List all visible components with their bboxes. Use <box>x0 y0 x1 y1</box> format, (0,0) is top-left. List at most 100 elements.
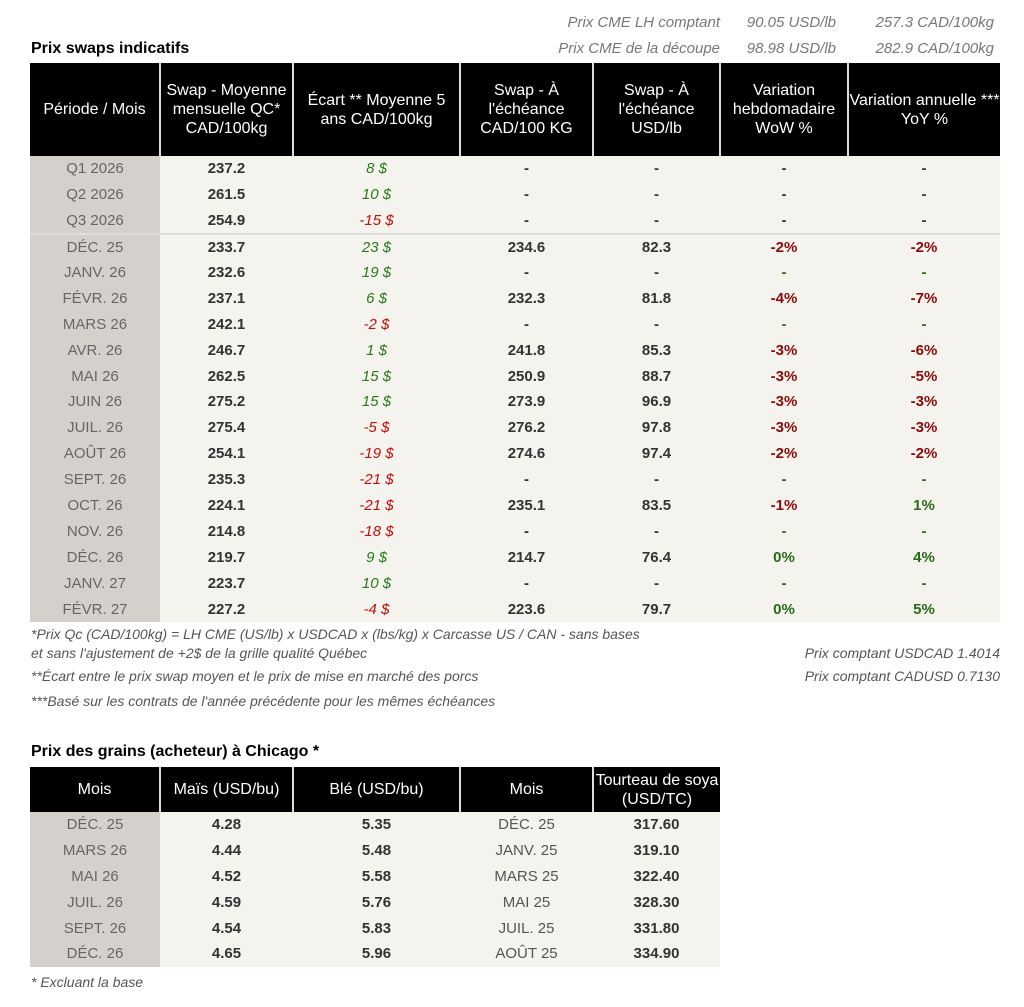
swap-usd-cell: 96.9 <box>593 389 720 415</box>
period-cell: JANV. 27 <box>30 570 160 597</box>
swap-usd-cell: - <box>593 518 720 545</box>
yoy-cell: -2% <box>848 232 1000 260</box>
swap-avg-cell: 242.1 <box>160 311 293 338</box>
table-row: AVR. 26 246.7 1 $241.8 85.3 -3% -6% <box>30 337 1000 364</box>
period-cell: MARS 26 <box>30 311 160 338</box>
lh-usd: 90.05 USD/lb <box>746 14 836 31</box>
table-row: MARS 26 4.44 5.48 JANV. 25 319.10 <box>30 837 720 864</box>
lh-label: Prix CME LH comptant <box>567 14 720 31</box>
column-header: Écart ** Moyenne 5 ans CAD/100kg <box>292 63 460 156</box>
wow-cell: - <box>720 181 848 208</box>
ecart-cell: -2 $ <box>293 311 460 338</box>
period-cell: Q2 2026 <box>30 181 160 208</box>
swap-cad-cell: 273.9 <box>460 389 593 415</box>
ecart-cell: 15 $ <box>293 363 460 390</box>
month-cell: MAI 26 <box>30 863 160 890</box>
swap-avg-cell: 235.3 <box>160 466 293 493</box>
swaps-title: Prix swaps indicatifs <box>31 40 190 57</box>
column-header: Mois <box>30 767 160 812</box>
note-formula: *Prix Qc (CAD/100kg) = LH CME (US/lb) x … <box>31 626 640 642</box>
table-row: JANV. 27 223.7 10 $ - - - - <box>30 570 1000 597</box>
period-cell: FÉVR. 27 <box>30 596 160 623</box>
table-row: FÉVR. 26 237.1 6 $232.3 81.8 -4% -7% <box>30 285 1000 312</box>
yoy-cell: 4% <box>848 544 1000 571</box>
cut-usd: 98.98 USD/lb <box>746 40 836 57</box>
swap-usd-cell: - <box>593 207 720 234</box>
swap-cad-cell: 235.1 <box>460 492 593 519</box>
yoy-cell: - <box>848 466 1000 493</box>
swap-usd-cell: 85.3 <box>593 337 720 364</box>
period-cell: DÉC. 25 <box>30 232 160 260</box>
column-header: Swap - À l'échéance CAD/100 KG <box>459 63 593 156</box>
ecart-cell: -4 $ <box>293 596 460 623</box>
period-cell: Q1 2026 <box>30 156 160 182</box>
swap-avg-cell: 237.1 <box>160 285 293 312</box>
wow-cell: 0% <box>720 544 848 571</box>
period-cell: MAI 26 <box>30 363 160 390</box>
month-cell: MARS 26 <box>30 837 160 864</box>
swap-usd-cell: 97.4 <box>593 440 720 467</box>
table-row: DÉC. 26 219.7 9 $214.7 76.4 0% 4% <box>30 544 1000 571</box>
wheat-cell: 5.76 <box>293 889 460 916</box>
swap-usd-cell: 88.7 <box>593 363 720 390</box>
soy-month-cell: AOÛT 25 <box>460 940 593 967</box>
corn-cell: 4.44 <box>160 837 293 864</box>
period-cell: SEPT. 26 <box>30 466 160 493</box>
swap-cad-cell: - <box>460 156 593 182</box>
ecart-cell: -18 $ <box>293 518 460 545</box>
soymeal-cell: 331.80 <box>593 915 720 941</box>
column-header: Maïs (USD/bu) <box>159 767 293 812</box>
period-cell: JANV. 26 <box>30 259 160 286</box>
table-row: FÉVR. 27 227.2 -4 $223.6 79.7 0% 5% <box>30 596 1000 623</box>
column-header: Swap - À l'échéance USD/lb <box>592 63 720 156</box>
table-row: Q2 2026 261.5 10 $ - - - - <box>30 181 1000 208</box>
wow-cell: -4% <box>720 285 848 312</box>
ecart-cell: 15 $ <box>293 389 460 415</box>
swap-usd-cell: 97.8 <box>593 414 720 441</box>
swap-avg-cell: 233.7 <box>160 232 293 260</box>
swap-usd-cell: - <box>593 570 720 597</box>
grains-title: Prix des grains (acheteur) à Chicago * <box>31 743 320 760</box>
swap-cad-cell: - <box>460 570 593 597</box>
swap-usd-cell: 81.8 <box>593 285 720 312</box>
yoy-cell: - <box>848 518 1000 545</box>
yoy-cell: 5% <box>848 596 1000 623</box>
swap-usd-cell: - <box>593 466 720 493</box>
swap-cad-cell: 274.6 <box>460 440 593 467</box>
column-header: Tourteau de soya (USD/TC) <box>592 767 720 812</box>
wow-cell: -3% <box>720 389 848 415</box>
yoy-cell: -6% <box>848 337 1000 364</box>
swap-avg-cell: 237.2 <box>160 156 293 182</box>
ecart-cell: -21 $ <box>293 466 460 493</box>
table-row: MAI 26 262.5 15 $250.9 88.7 -3% -5% <box>30 363 1000 390</box>
swap-avg-cell: 261.5 <box>160 181 293 208</box>
swap-cad-cell: 232.3 <box>460 285 593 312</box>
swap-cad-cell: 223.6 <box>460 596 593 623</box>
table-row: JUIN 26 275.2 15 $273.9 96.9 -3% -3% <box>30 389 1000 415</box>
ecart-cell: 8 $ <box>293 156 460 182</box>
soymeal-cell: 334.90 <box>593 940 720 967</box>
wheat-cell: 5.58 <box>293 863 460 890</box>
note-ecart: **Écart entre le prix swap moyen et le p… <box>31 668 479 684</box>
swap-cad-cell: - <box>460 181 593 208</box>
swaps-table: Période / Mois Swap - Moyenne mensuelle Q… <box>30 63 1000 623</box>
soymeal-cell: 328.30 <box>593 889 720 916</box>
column-header: Variation annuelle *** YoY % <box>847 63 1000 156</box>
yoy-cell: - <box>848 259 1000 286</box>
period-cell: JUIN 26 <box>30 389 160 415</box>
swap-cad-cell: - <box>460 259 593 286</box>
ecart-cell: -5 $ <box>293 414 460 441</box>
period-cell: JUIL. 26 <box>30 414 160 441</box>
month-cell: JUIL. 26 <box>30 889 160 916</box>
yoy-cell: 1% <box>848 492 1000 519</box>
month-cell: SEPT. 26 <box>30 915 160 941</box>
swap-usd-cell: 83.5 <box>593 492 720 519</box>
table-row: JUIL. 26 4.59 5.76 MAI 25 328.30 <box>30 889 720 916</box>
swap-avg-cell: 219.7 <box>160 544 293 571</box>
corn-cell: 4.59 <box>160 889 293 916</box>
table-row: DÉC. 25 233.7 23 $234.6 82.3 -2% -2% <box>30 232 1000 260</box>
swap-avg-cell: 227.2 <box>160 596 293 623</box>
yoy-cell: - <box>848 181 1000 208</box>
table-row: Q1 2026 237.2 8 $ - - - - <box>30 156 1000 182</box>
wow-cell: -1% <box>720 492 848 519</box>
